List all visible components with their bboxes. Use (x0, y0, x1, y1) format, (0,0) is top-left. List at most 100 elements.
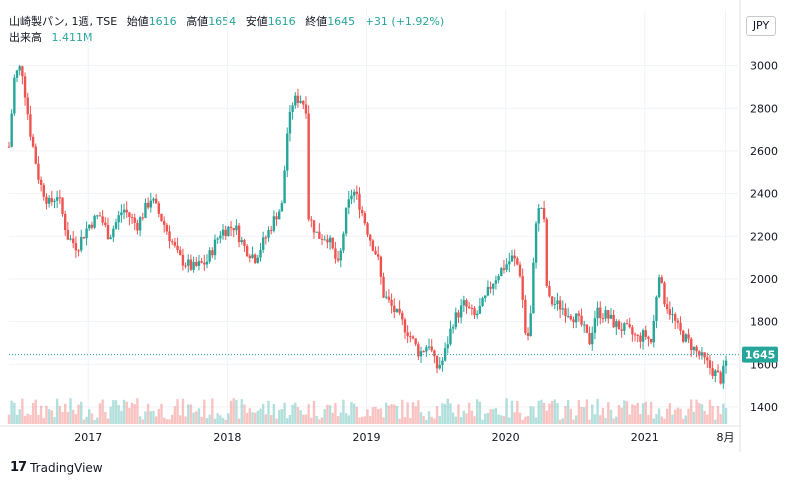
tradingview-logo[interactable]: 17 TradingView (10, 460, 103, 475)
volume-bar (318, 419, 321, 424)
volume-bar (283, 402, 286, 424)
volume-bar (141, 419, 144, 424)
candle-body (294, 95, 297, 106)
tradingview-wordmark: TradingView (30, 460, 103, 475)
volume-bar (561, 418, 565, 424)
volume-bar (208, 414, 211, 424)
candle-body (187, 259, 190, 266)
volume-bar (695, 399, 698, 424)
volume-bar (232, 398, 235, 424)
candle-body (47, 197, 51, 204)
candle-body (122, 209, 126, 213)
candle-body (213, 239, 217, 256)
candle-body (623, 323, 626, 331)
volume-bar (39, 405, 43, 424)
x-tick-label: 8月 (716, 431, 734, 444)
candle-body (566, 315, 570, 317)
volume-bar (430, 416, 433, 424)
volume-bar (227, 413, 230, 424)
candle-body (620, 329, 623, 331)
volume-bar (368, 416, 372, 424)
candle-body (90, 224, 94, 228)
volume-bar (26, 413, 29, 424)
volume-bar (588, 419, 591, 424)
volume-bar (235, 399, 238, 424)
candle-body (171, 241, 174, 243)
volume-bar (585, 399, 589, 424)
volume-bar (377, 408, 380, 424)
volume-bar (216, 413, 219, 424)
candle-body (644, 330, 647, 337)
candle-body (540, 207, 543, 209)
candle-body (168, 231, 171, 242)
volume-bar (676, 407, 680, 424)
volume-bar (583, 407, 586, 424)
candle-body (513, 255, 516, 259)
candle-body (583, 324, 586, 326)
volume-bar (652, 418, 655, 424)
volume-bar (719, 414, 722, 424)
volume-bar (307, 404, 310, 424)
volume-bar (516, 400, 519, 424)
volume-bar (692, 411, 696, 424)
candle-body (422, 351, 425, 353)
candle-body (382, 276, 385, 298)
candle-body (50, 197, 54, 202)
volume-bar (192, 412, 195, 424)
volume-bar (687, 408, 690, 424)
volume-bar (518, 412, 522, 424)
candle-body (719, 372, 722, 384)
volume-bar (101, 399, 104, 424)
candle-body (358, 194, 361, 210)
volume-bar (478, 401, 482, 424)
volume-bar (390, 404, 393, 424)
candle-body (31, 136, 35, 147)
currency-button[interactable]: JPY (746, 16, 776, 36)
change-value: +31 (+1.92%) (364, 15, 445, 28)
candle-body (438, 364, 441, 369)
candle-body (390, 299, 393, 306)
candle-body (326, 239, 329, 243)
volume-bar (679, 408, 682, 424)
candle-body (221, 229, 225, 236)
candle-body (74, 243, 78, 251)
volume-bar (494, 408, 498, 424)
last-price-label: 1645 (745, 349, 776, 362)
volume-bar (556, 403, 559, 424)
volume-bar (328, 405, 332, 424)
volume-bar (393, 404, 396, 424)
candle-body (508, 261, 511, 265)
volume-bar (157, 408, 161, 424)
volume-bar (502, 416, 506, 424)
candle-body (414, 338, 417, 345)
volume-bar (37, 414, 40, 424)
volume-bar (7, 414, 11, 424)
candle-body (259, 249, 262, 258)
volume-bar (336, 416, 340, 424)
volume-bar (211, 398, 214, 424)
candle-body (497, 276, 500, 281)
candle-body (494, 280, 498, 284)
candle-body (227, 226, 230, 236)
volume-bar (138, 416, 142, 424)
volume-bar (481, 419, 484, 424)
volume-bar (344, 413, 348, 424)
candle-body (430, 346, 433, 351)
candle-body (649, 338, 653, 343)
symbol-label[interactable]: 山崎製パン, 1週, TSE (9, 15, 118, 28)
candle-body (299, 100, 302, 103)
candle-body (625, 323, 629, 325)
candle-body (7, 146, 11, 148)
candle-body (208, 250, 211, 262)
candle-body (505, 264, 508, 270)
volume-bar (459, 417, 463, 424)
candle-body (609, 314, 613, 319)
candle-body (401, 312, 404, 320)
candle-body (706, 357, 709, 361)
candle-body (109, 237, 112, 240)
candle-body (200, 261, 203, 263)
volume-bar (724, 408, 728, 424)
candle-body (411, 336, 415, 339)
candle-body (470, 307, 474, 309)
